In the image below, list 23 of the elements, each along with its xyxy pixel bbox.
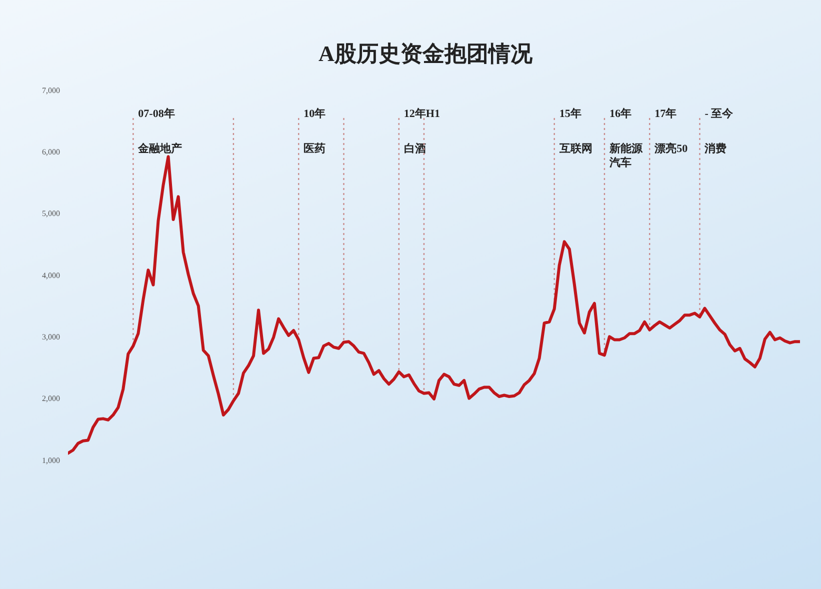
y-tick-label: 1,000	[42, 456, 60, 465]
y-tick-label: 5,000	[42, 209, 60, 218]
y-tick-label: 4,000	[42, 270, 60, 280]
annotation: 12年H1	[404, 107, 440, 120]
annotation: 17年	[654, 107, 677, 120]
annotation: 新能源汽车	[608, 142, 644, 169]
annotation: 白酒	[404, 142, 426, 155]
annotation: - 至今	[704, 107, 734, 120]
line-series	[68, 155, 800, 455]
annotation: 15年	[559, 107, 582, 120]
annotation: 医药	[304, 142, 326, 155]
annotation: 07-08年	[138, 107, 175, 120]
y-tick-label: 7,000	[42, 86, 60, 95]
y-tick-label: 2,000	[42, 394, 60, 404]
annotation: 漂亮50	[654, 142, 688, 155]
annotation: 消费	[704, 142, 727, 155]
chart-title: A股历史资金抱团情况	[318, 40, 534, 68]
annotation: 10年	[304, 107, 326, 120]
y-tick-label: 3,000	[42, 332, 60, 342]
annotation: 互联网	[558, 142, 592, 155]
annotation: 金融地产	[137, 142, 182, 155]
annotation: 16年	[609, 107, 632, 120]
y-tick-label: 6,000	[42, 148, 60, 157]
